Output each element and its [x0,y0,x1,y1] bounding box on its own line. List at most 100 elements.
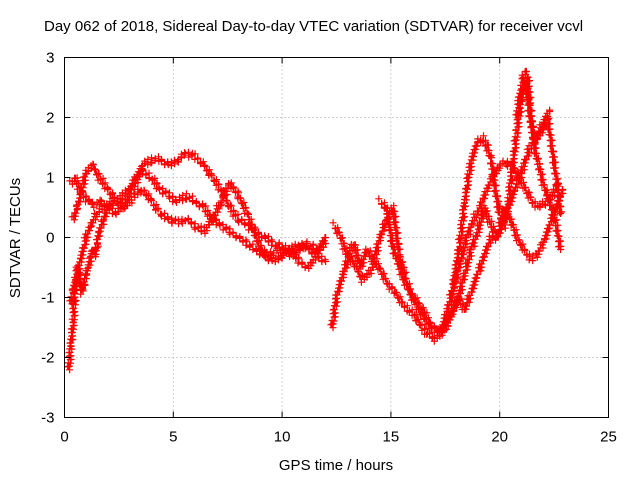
data-point [546,224,554,232]
data-point [235,189,243,197]
data-point [329,320,337,328]
data-point [239,237,247,245]
data-point [404,285,412,293]
data-point [472,145,480,153]
data-point [477,267,485,275]
data-point [156,186,164,193]
data-point [551,169,559,177]
x-tick-label: 15 [383,429,400,446]
data-point [236,233,244,240]
data-point [216,222,224,229]
data-point [392,254,400,262]
data-point [322,258,330,265]
data-point [248,220,256,228]
data-point [392,288,400,296]
data-point [444,318,451,326]
data-point [381,274,389,282]
series-track-d [66,202,113,308]
data-point [389,207,397,215]
data-point [426,318,434,326]
data-point [164,216,172,223]
data-point [449,290,457,298]
data-point [229,183,237,191]
data-point [468,220,476,228]
data-point [507,186,515,194]
data-point [140,186,148,194]
data-point [72,277,80,285]
data-point [475,228,483,236]
data-point [468,163,476,171]
data-point [482,249,490,257]
data-point [71,308,79,316]
data-point [483,246,491,254]
data-point [371,257,379,265]
data-point [261,246,269,254]
data-point [464,262,472,270]
data-point [376,264,383,272]
data-point [375,195,383,203]
data-point [473,142,481,150]
data-point [335,228,343,236]
data-point [281,246,289,254]
y-tick-label: -1 [41,290,54,307]
data-point [509,175,517,183]
data-point [229,228,237,236]
data-point [526,193,534,201]
data-point [465,259,473,267]
data-point [334,298,341,306]
data-point [514,110,522,118]
data-point [255,236,263,244]
data-point [241,219,249,227]
data-point [243,210,251,218]
data-point [458,286,466,294]
data-point [484,141,491,149]
data-point [538,175,546,183]
data-point [374,247,382,255]
data-point [331,309,339,317]
x-tick-label: 10 [274,429,291,446]
data-point [273,244,281,252]
y-tick-label: 1 [46,170,54,187]
data-point [515,180,523,188]
data-point [388,283,396,291]
data-point [261,234,269,241]
data-point [471,242,479,250]
data-point [557,210,565,217]
data-point [208,172,216,180]
data-point [360,259,368,267]
data-point [295,255,303,263]
data-point [241,204,249,211]
data-point [512,136,520,144]
data-point [192,197,200,205]
data-point [187,218,195,226]
data-point [181,150,189,157]
y-axis-label: SDTVAR / TECUs [7,178,24,298]
data-point [520,245,528,253]
data-point [521,159,529,167]
data-point [318,257,326,265]
data-point [104,204,112,211]
data-point [139,166,147,174]
data-point [232,232,240,240]
data-point [525,188,533,196]
data-point [303,238,311,246]
data-point [301,263,309,271]
data-point [114,199,122,207]
data-point [478,263,486,271]
data-point [556,242,564,250]
y-tick-label: 3 [46,50,54,67]
data-point [513,183,521,191]
data-point [110,193,118,201]
data-point [487,159,495,167]
data-point [501,224,509,232]
data-point [158,210,165,218]
data-point [179,191,187,199]
data-point [395,245,403,253]
data-point [505,197,513,205]
data-point [78,187,86,195]
data-point [398,298,406,306]
data-point [484,212,492,220]
data-point [186,193,193,201]
data-point [515,119,523,127]
data-point [534,154,542,162]
